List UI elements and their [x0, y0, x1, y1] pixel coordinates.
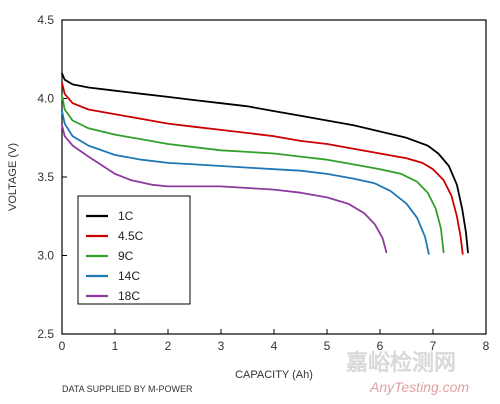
y-axis-ticks: 2.5 3.0 3.5 4.0 4.5: [37, 13, 67, 341]
y-tick-label: 2.5: [37, 327, 54, 341]
series-line-1c: [61, 72, 469, 254]
x-tick-label: 3: [218, 339, 225, 353]
series-line-18c: [61, 124, 388, 254]
x-axis-ticks: 0 1 2 3 4 5 6 7 8: [59, 329, 490, 353]
y-tick-label: 3.5: [37, 170, 54, 184]
series-line-14c: [61, 110, 430, 255]
x-tick-label: 7: [430, 339, 437, 353]
y-tick-label: 4.5: [37, 13, 54, 27]
y-tick-label: 3.0: [37, 249, 54, 263]
x-tick-label: 1: [112, 339, 119, 353]
y-tick-label: 4.0: [37, 92, 54, 106]
legend-label: 14C: [118, 269, 140, 283]
x-tick-label: 5: [324, 339, 331, 353]
legend-label: 18C: [118, 289, 140, 303]
series-line-9c: [61, 94, 445, 254]
legend-label: 4.5C: [118, 229, 144, 243]
x-axis-title: CAPACITY (Ah): [235, 369, 313, 381]
legend-label: 1C: [118, 209, 134, 223]
y-axis-title: VOLTAGE (V): [7, 143, 19, 211]
watermark-en: AnyTesting.com: [369, 379, 469, 395]
legend-box: [77, 195, 191, 305]
x-tick-label: 0: [59, 339, 66, 353]
x-tick-label: 6: [377, 339, 384, 353]
series-layer: [61, 72, 469, 255]
watermark-cn: 嘉峪检测网: [346, 350, 456, 376]
x-tick-label: 4: [271, 339, 278, 353]
x-tick-label: 8: [483, 339, 490, 353]
footnote: DATA SUPPLIED BY M-POWER: [62, 384, 193, 394]
legend: 1C 4.5C 9C 14C 18C: [77, 195, 191, 305]
x-tick-label: 2: [165, 339, 172, 353]
series-line-4-5c: [61, 81, 464, 255]
legend-label: 9C: [118, 249, 134, 263]
